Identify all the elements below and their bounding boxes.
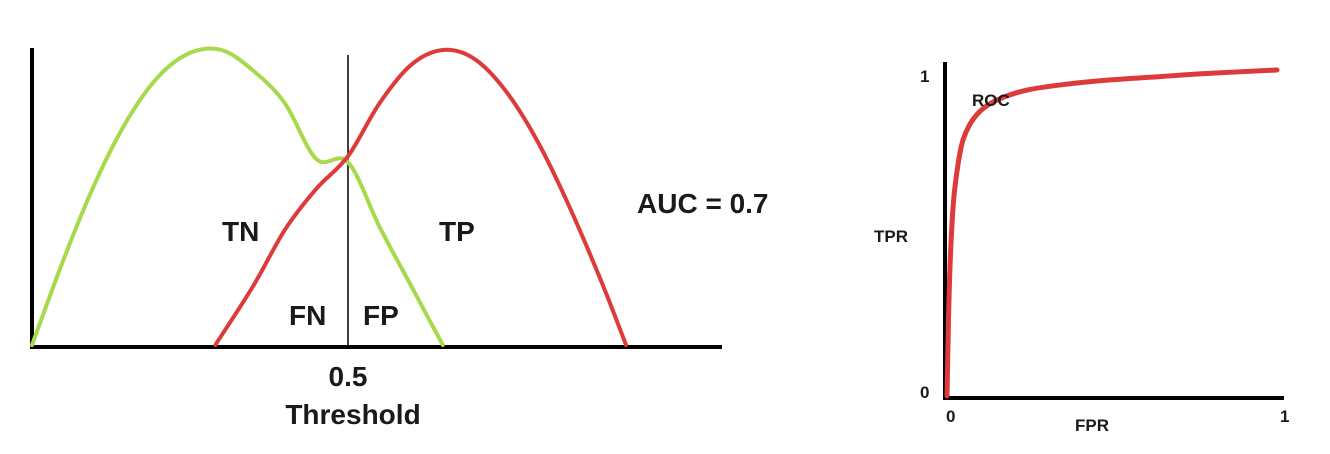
fn-label: FN <box>289 300 326 331</box>
roc-curve <box>944 67 1280 399</box>
threshold-tick-label: 0.5 <box>329 361 368 392</box>
auc-label: AUC = 0.7 <box>637 188 769 219</box>
roc-y-axis-label: TPR <box>874 227 908 246</box>
positive-class-curve <box>213 47 629 347</box>
tn-label: TN <box>222 216 259 247</box>
tp-label: TP <box>439 216 475 247</box>
negative-class-curve <box>30 46 445 347</box>
roc-x-axis-label: FPR <box>1075 416 1109 435</box>
threshold-axis-label: Threshold <box>285 399 420 430</box>
roc-chart: ROC 1 0 0 1 TPR FPR <box>874 62 1289 435</box>
roc-series-label: ROC <box>972 91 1010 110</box>
roc-y-tick-0: 0 <box>920 383 929 402</box>
fp-label: FP <box>363 300 399 331</box>
roc-x-tick-1: 1 <box>1280 407 1289 426</box>
distribution-chart: TN TP FN FP AUC = 0.7 0.5 Threshold <box>30 46 769 430</box>
roc-y-tick-1: 1 <box>920 67 929 86</box>
roc-x-tick-0: 0 <box>946 407 955 426</box>
